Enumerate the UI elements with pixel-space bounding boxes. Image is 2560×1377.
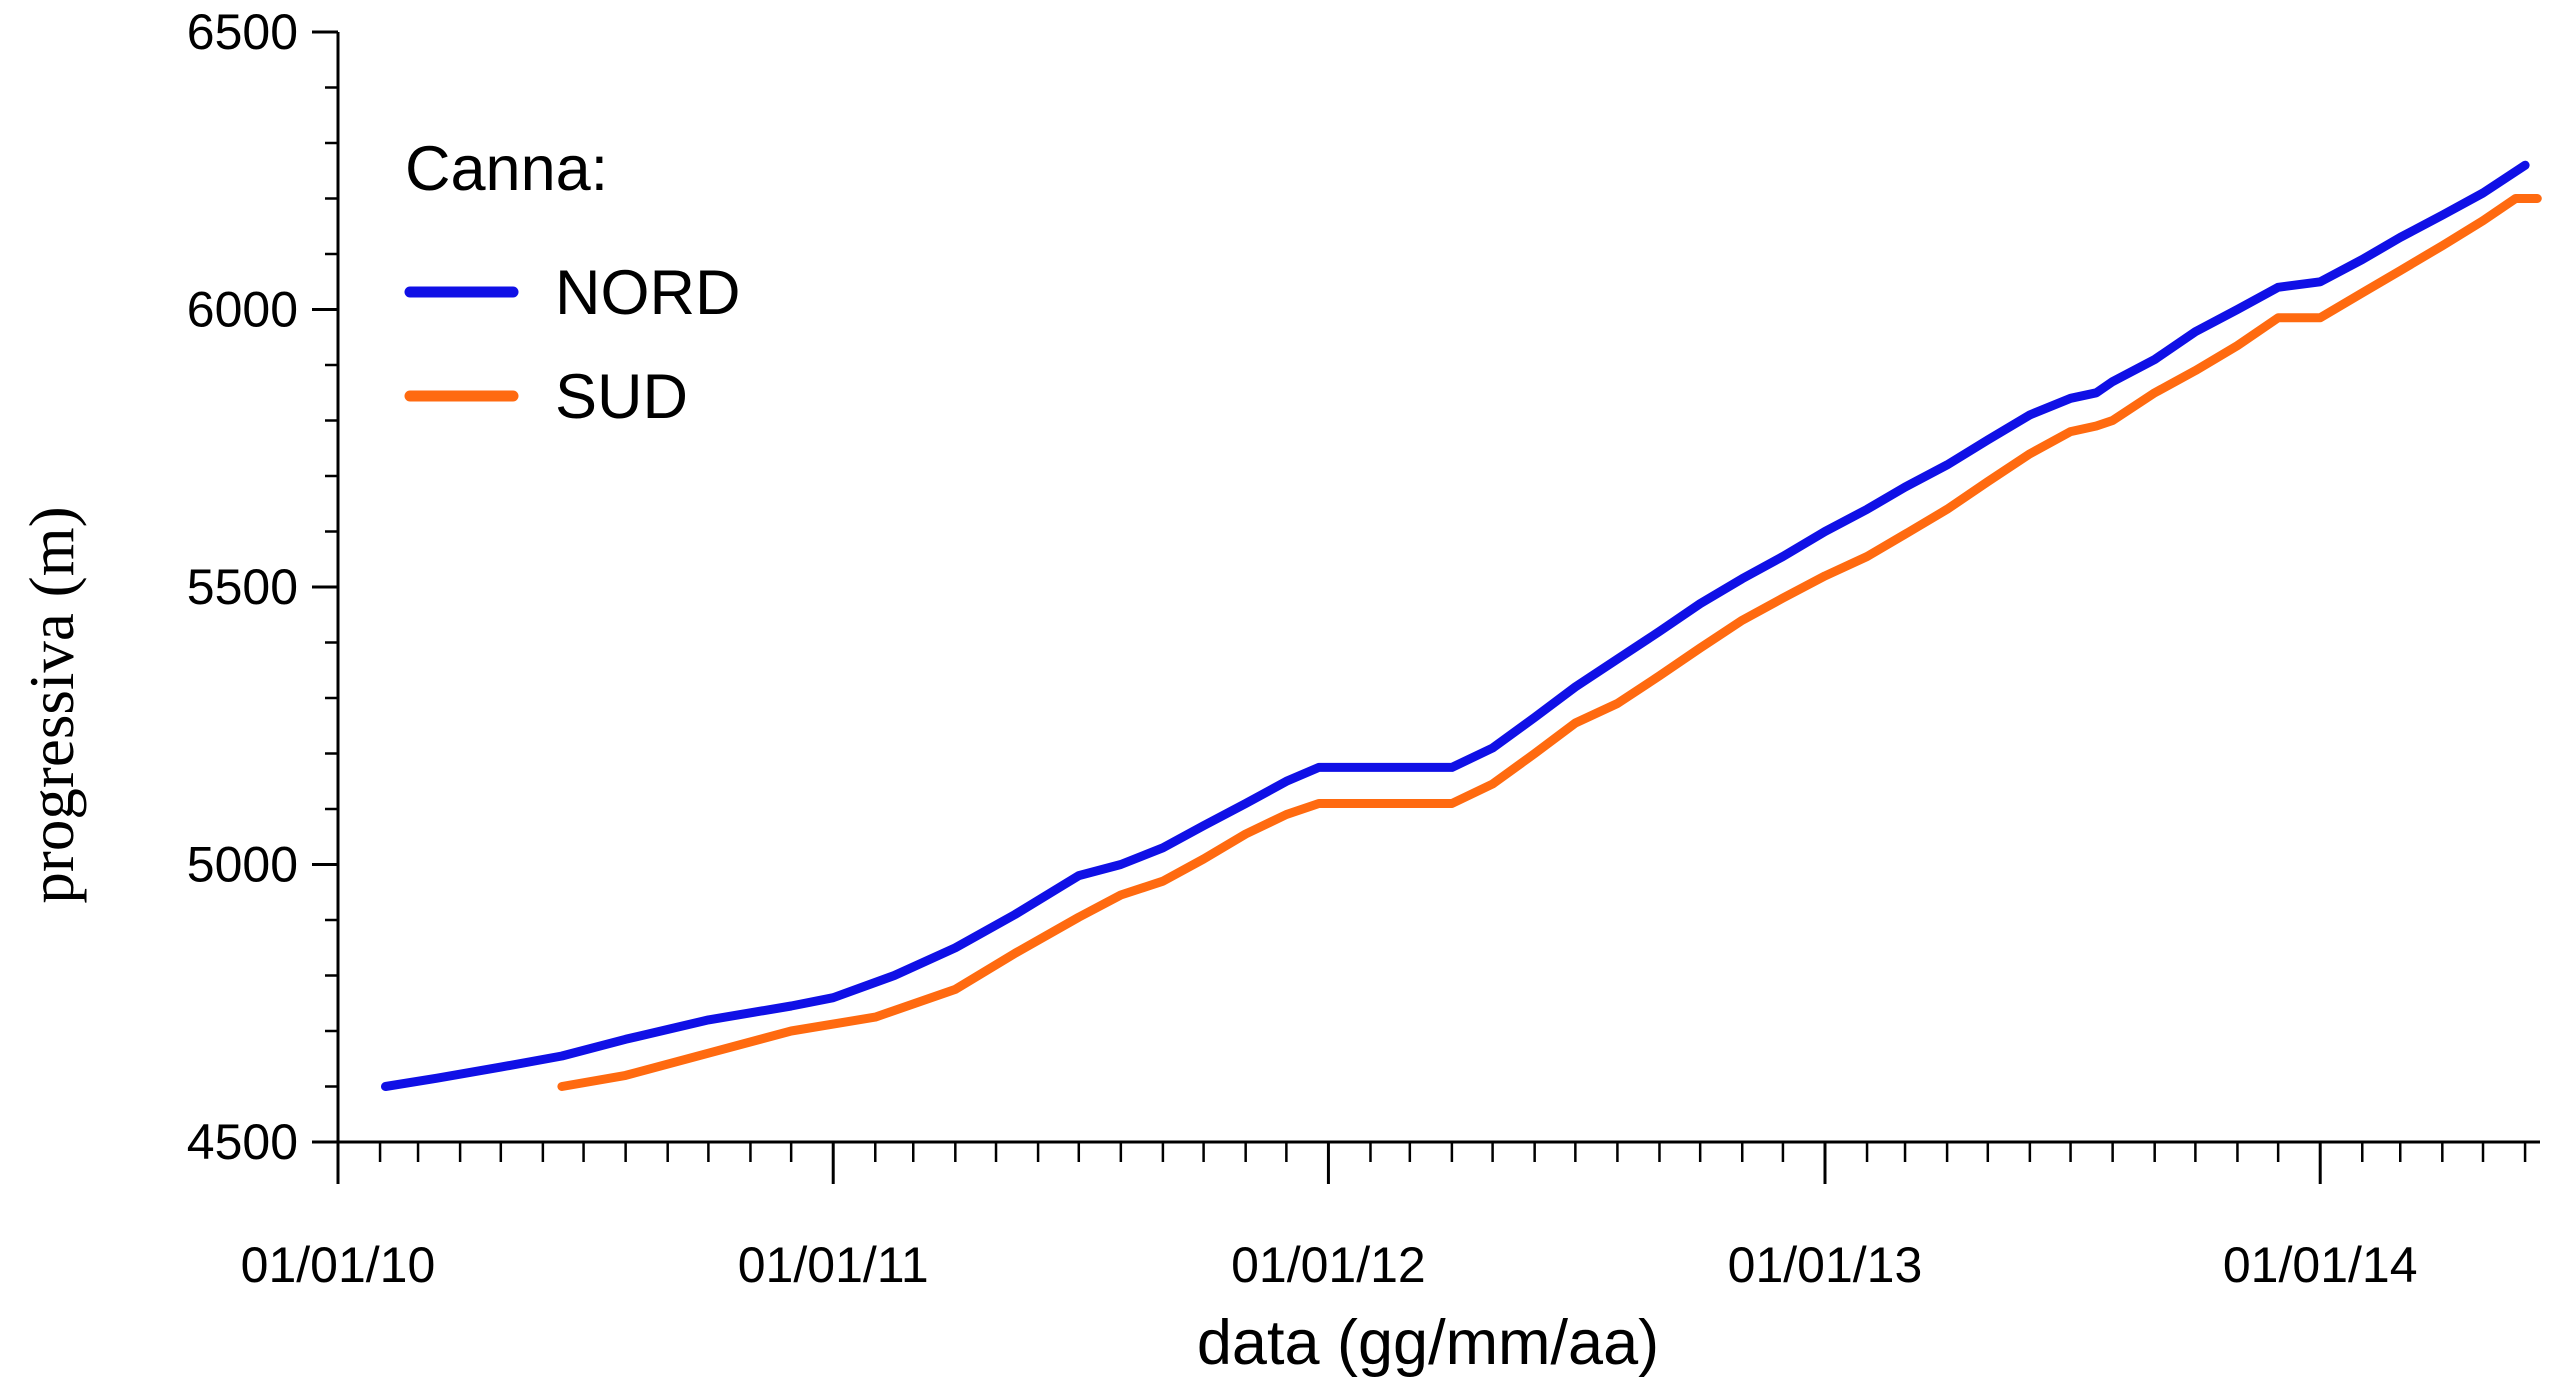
legend-label-nord: NORD xyxy=(555,258,741,328)
y-tick-label: 5000 xyxy=(187,837,298,893)
legend-label-sud: SUD xyxy=(555,362,688,432)
x-tick-label: 01/01/10 xyxy=(241,1237,436,1293)
y-tick-label: 6500 xyxy=(187,4,298,60)
y-axis-label: progressiva (m) xyxy=(17,506,87,903)
x-tick-label: 01/01/11 xyxy=(738,1237,929,1293)
series-line-sud xyxy=(557,194,2542,1091)
series-layer xyxy=(381,160,2542,1091)
legend: Canna: NORD SUD xyxy=(404,134,741,432)
legend-title: Canna: xyxy=(405,134,608,204)
y-tick-label: 6000 xyxy=(187,282,298,338)
y-tick-label: 4500 xyxy=(187,1114,298,1170)
x-tick-label: 01/01/12 xyxy=(1231,1237,1426,1293)
x-axis-label: data (gg/mm/aa) xyxy=(1197,1308,1659,1377)
x-tick-label: 01/01/13 xyxy=(1728,1237,1923,1293)
series-line-nord xyxy=(381,160,2530,1091)
axes: 4500 5000 5500 6000 6500 01/01/10 01/01/11 01/0… xyxy=(187,4,2540,1293)
y-tick-label: 5500 xyxy=(187,559,298,615)
x-tick-label: 01/01/14 xyxy=(2223,1237,2418,1293)
